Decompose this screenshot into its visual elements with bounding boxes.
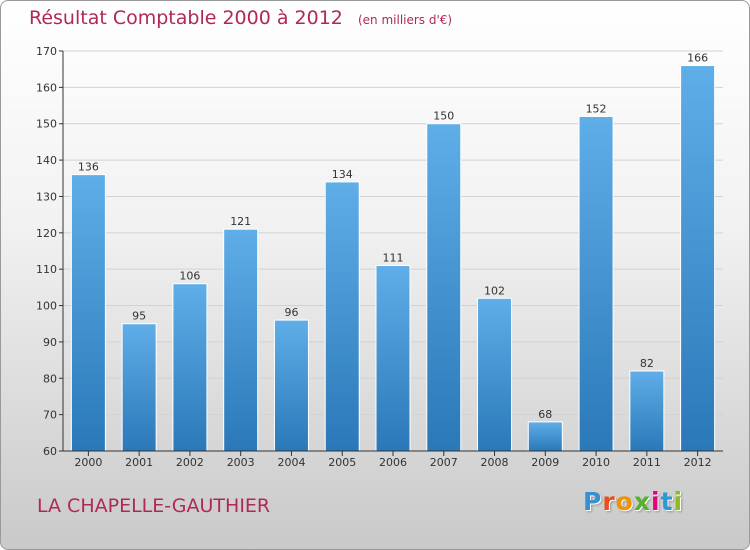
- y-tick-label: 140: [36, 154, 57, 167]
- data-label: 166: [687, 52, 708, 65]
- y-tick-label: 110: [36, 263, 57, 276]
- chart-subtitle: (en milliers d'€): [357, 13, 453, 27]
- proxiti-logo: Proxiti: [583, 487, 683, 516]
- x-tick-label: 2011: [633, 456, 661, 469]
- y-tick-label: 60: [43, 445, 57, 458]
- data-label: 95: [132, 310, 146, 323]
- bar: [527, 421, 563, 452]
- logo-letter: r: [602, 487, 616, 516]
- bar: [273, 319, 309, 452]
- bars: [70, 65, 716, 452]
- y-tick-label: 160: [36, 81, 57, 94]
- x-tick-label: 2000: [74, 456, 102, 469]
- y-tick-label: 170: [36, 45, 57, 58]
- y-tick-label: 130: [36, 190, 57, 203]
- logo-letter: t: [660, 487, 674, 516]
- logo-letter: i: [673, 487, 684, 516]
- chart-title-group: Résultat Comptable 2000 à 2012 (en milli…: [29, 7, 452, 29]
- data-label: 68: [538, 408, 552, 421]
- bar: [324, 181, 360, 452]
- bar: [223, 228, 259, 452]
- logo-letter: x: [633, 487, 651, 516]
- x-tick-label: 2007: [430, 456, 458, 469]
- chart-title: Résultat Comptable 2000 à 2012: [29, 7, 343, 29]
- data-label: 82: [640, 357, 654, 370]
- y-tick-label: 120: [36, 227, 57, 240]
- data-label: 102: [484, 284, 505, 297]
- x-tick-label: 2003: [227, 456, 255, 469]
- data-label: 150: [433, 110, 454, 123]
- x-tick-label: 2001: [125, 456, 153, 469]
- x-tick-label: 2010: [582, 456, 610, 469]
- bar: [477, 297, 513, 452]
- bar: [70, 174, 106, 452]
- y-tick-label: 150: [36, 118, 57, 131]
- x-tick-label: 2012: [684, 456, 712, 469]
- bar: [172, 283, 208, 452]
- place-name: LA CHAPELLE-GAUTHIER: [37, 495, 271, 517]
- y-tick-label: 90: [43, 336, 57, 349]
- x-tick-label: 2008: [481, 456, 509, 469]
- data-label: 96: [284, 306, 298, 319]
- data-label: 136: [78, 161, 99, 174]
- data-label: 152: [586, 102, 607, 115]
- x-tick-label: 2004: [277, 456, 305, 469]
- logo-letter: P: [583, 487, 603, 516]
- x-tick-label: 2002: [176, 456, 204, 469]
- data-label: 106: [179, 270, 200, 283]
- y-tick-label: 70: [43, 409, 57, 422]
- logo-letter: o: [615, 487, 634, 516]
- bar: [629, 370, 665, 452]
- data-label: 111: [383, 252, 404, 265]
- axes: [59, 50, 723, 456]
- bar: [121, 323, 157, 452]
- logo-letter: i: [651, 487, 661, 516]
- bar: [680, 65, 716, 452]
- y-tick-label: 80: [43, 372, 57, 385]
- labels: 60 70 80 90 100 110 120 130 140 150 160 170 136 2000 9…: [36, 45, 712, 469]
- data-label: 121: [230, 215, 251, 228]
- x-tick-label: 2009: [531, 456, 559, 469]
- bar: [375, 265, 411, 452]
- bar: [426, 123, 462, 452]
- x-tick-label: 2005: [328, 456, 356, 469]
- data-label: 134: [332, 168, 353, 181]
- x-tick-label: 2006: [379, 456, 407, 469]
- y-tick-label: 100: [36, 300, 57, 313]
- bar: [578, 115, 614, 452]
